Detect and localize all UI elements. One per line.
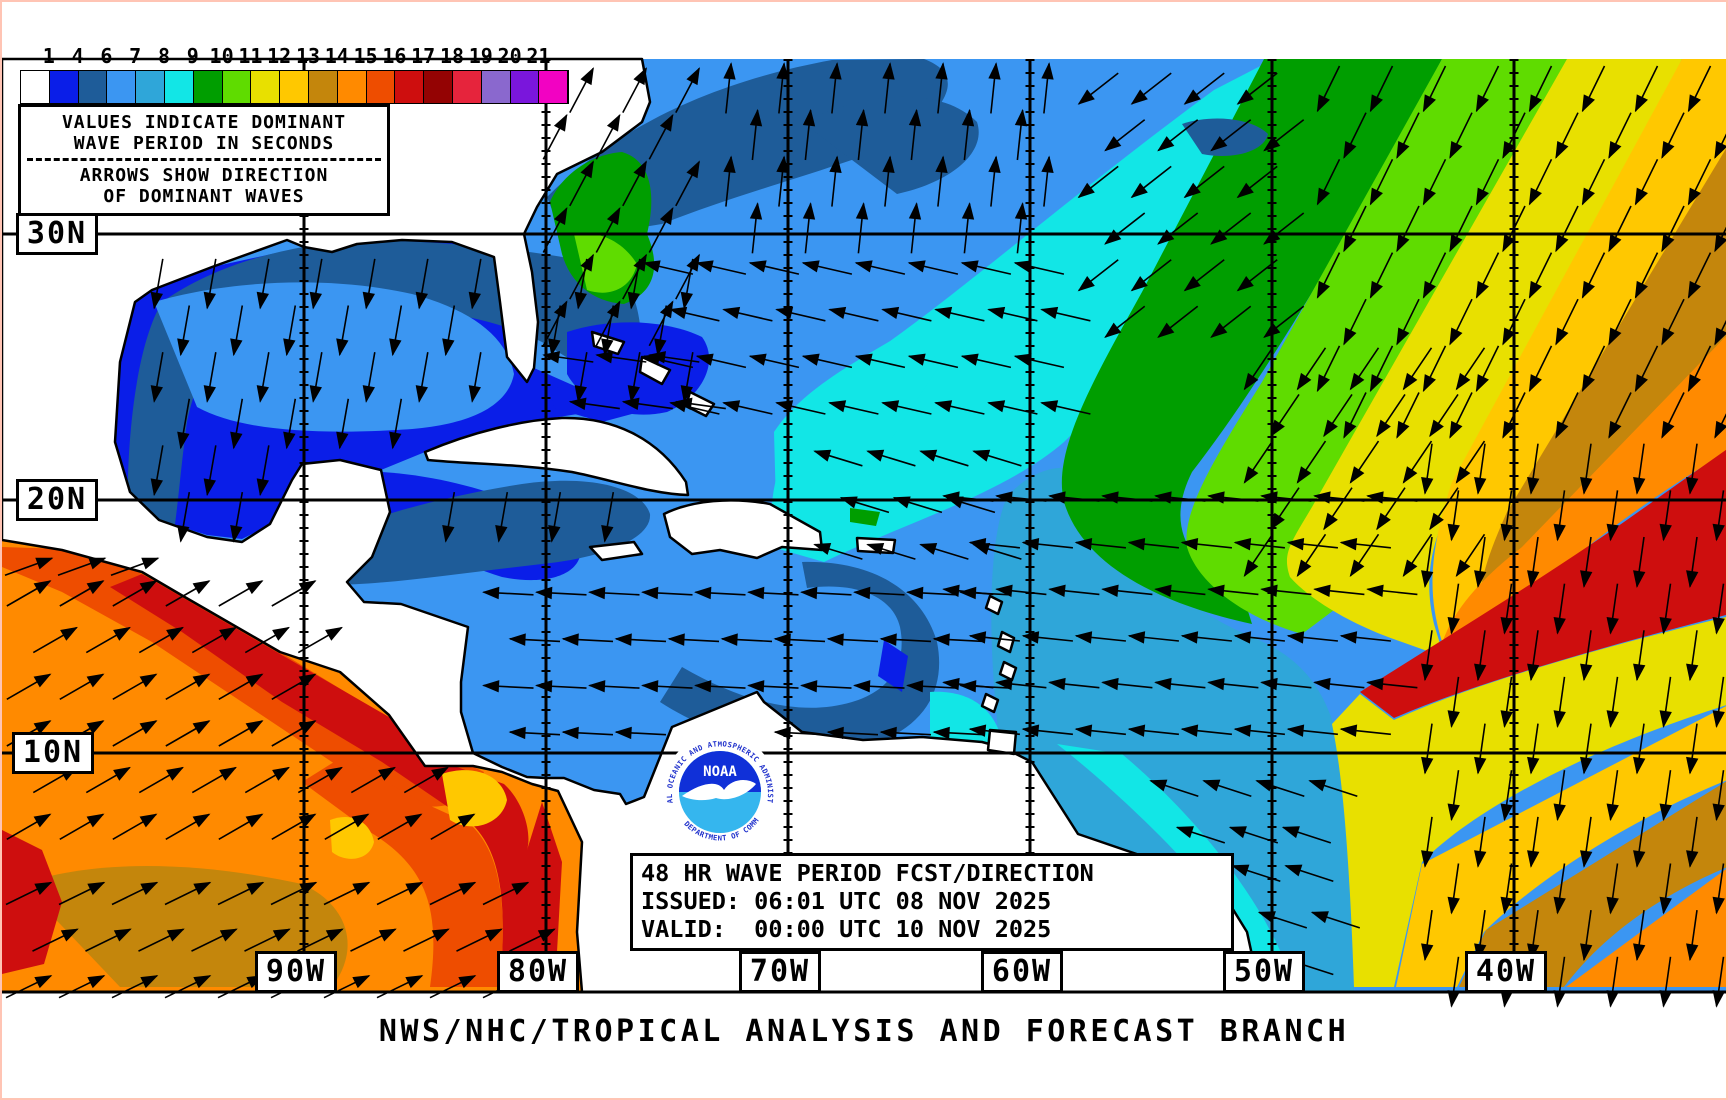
land-hispaniola <box>662 499 824 560</box>
region-pacific-orangered-south <box>302 757 503 987</box>
colorbar-label: 17 <box>411 44 436 68</box>
wave-direction-arrows <box>4 62 1726 1008</box>
forecast-issued: ISSUED: 06:01 UTC 08 NOV 2025 <box>641 887 1052 915</box>
branch-caption: NWS/NHC/TROPICAL ANALYSIS AND FORECAST B… <box>378 1014 1350 1049</box>
legend-line-1: VALUES INDICATE DOMINANT <box>61 112 347 133</box>
colorbar-cell-darkred <box>424 71 453 103</box>
colorbar-label: 9 <box>186 44 199 68</box>
colorbar-cell-darksteel <box>78 71 108 103</box>
region-pacific-gold-blob2 <box>442 770 507 827</box>
region-bermuda-darksteel <box>1182 118 1268 156</box>
land-north-central-south-america <box>2 57 1262 994</box>
region-band-ochre <box>1478 148 1726 650</box>
longitude-label-80W: 80W <box>497 951 579 993</box>
legend-box: VALUES INDICATE DOMINANT WAVE PERIOD IN … <box>18 104 390 216</box>
legend-line-2: WAVE PERIOD IN SECONDS <box>73 133 335 154</box>
region-band-green <box>1061 59 1442 624</box>
forecast-valid: VALID: 00:00 UTC 10 NOV 2025 <box>641 915 1052 943</box>
colorbar-cell-purple <box>481 71 511 103</box>
latitude-label-10N: 10N <box>12 732 94 774</box>
region-pr-green-fleck <box>850 508 880 526</box>
region-pacific-gold-blob1 <box>330 816 374 859</box>
colorbar-label: 14 <box>324 44 349 68</box>
legend-divider <box>27 158 381 161</box>
colorbar-label: 16 <box>382 44 407 68</box>
region-coastal-chartreuse <box>574 233 637 293</box>
colorbar-label: 11 <box>238 44 263 68</box>
colorbar-label: 18 <box>439 44 465 68</box>
land-cuba <box>423 416 690 497</box>
land-jamaica <box>588 540 644 562</box>
colorbar-cell-orangered <box>366 71 396 103</box>
latitude-label-20N: 20N <box>16 479 98 521</box>
noaa-logo-wordmark: NOAA <box>703 764 737 780</box>
colorbar-label: 21 <box>526 44 551 68</box>
region-band-yellow <box>1286 59 1682 657</box>
colorbar-cell-orange <box>337 71 367 103</box>
forecast-info-box: 48 HR WAVE PERIOD FCST/DIRECTION ISSUED:… <box>630 853 1234 951</box>
region-band-chartreuse <box>1186 59 1567 634</box>
colorbar-label: 6 <box>100 44 113 68</box>
region-gulf-medblue-patch <box>154 282 514 432</box>
colorbar-cell-green <box>193 71 223 103</box>
colorbar-labels: 1 4 6 7 8 9 10 11 12 13 14 15 16 17 18 19 20 21 <box>2 44 702 68</box>
noaa-logo: NATIONAL OCEANIC AND ATMOSPHERIC ADMINIS… <box>662 734 778 850</box>
land-antilles-1 <box>984 594 1004 616</box>
region-red-arc <box>1360 449 1726 718</box>
region-straits-royal <box>550 387 647 422</box>
colorbar-label: 10 <box>209 44 234 68</box>
colorbar-label: 13 <box>295 44 321 68</box>
colorbar-label: 20 <box>497 44 522 68</box>
colorbar-cell-royal <box>49 71 79 103</box>
region-scuba-darksteel <box>294 480 651 585</box>
colorbar-label: 12 <box>267 44 292 68</box>
region-yellow-below-red <box>1332 616 1726 987</box>
region-antilles-royal-fleck <box>878 640 908 692</box>
land-bahamas-2 <box>638 355 672 386</box>
latitude-label-30N: 30N <box>16 213 98 255</box>
longitude-label-90W: 90W <box>255 951 337 993</box>
land-antilles-4 <box>980 692 1000 714</box>
land-antilles-2 <box>996 630 1016 654</box>
forecast-title: 48 HR WAVE PERIOD FCST/DIRECTION <box>641 859 1094 887</box>
region-sargasso-darksteel <box>802 96 979 194</box>
colorbar-label: 1 <box>42 44 55 68</box>
longitude-label-50W: 50W <box>1223 951 1305 993</box>
colorbar-cell-violet <box>510 71 540 103</box>
region-band-gold <box>1432 59 1726 654</box>
region-orange-corner-southeast <box>1566 868 1726 987</box>
colorbar-label: 4 <box>71 44 84 68</box>
colorbar-label: 19 <box>468 44 493 68</box>
colorbar-cell-medblue <box>107 71 137 103</box>
legend-line-4: OF DOMINANT WAVES <box>103 186 305 207</box>
colorbar-cell-tealblue <box>136 71 165 103</box>
region-ochre-southeast <box>1459 781 1726 987</box>
colorbar-cell-yellow <box>251 71 281 103</box>
longitude-label-70W: 70W <box>739 951 821 993</box>
noaa-gull-icon <box>682 780 756 801</box>
colorbar-cell-ochre <box>308 71 338 103</box>
colorbar <box>20 70 570 104</box>
colorbar-label: 15 <box>353 44 378 68</box>
colorbar-cell-gold <box>280 71 309 103</box>
colorbar-label: 8 <box>157 44 171 68</box>
colorbar-cell-white <box>21 71 50 103</box>
colorbar-cell-cyan <box>164 71 194 103</box>
longitude-label-60W: 60W <box>981 951 1063 993</box>
region-pacific-red-west-blob <box>2 830 62 974</box>
colorbar-label: 7 <box>129 44 142 68</box>
landmasses <box>2 57 1262 994</box>
colorbar-cell-brightred <box>452 71 482 103</box>
region-gold-southeast <box>1396 706 1726 987</box>
region-cyan-tongue <box>774 334 942 558</box>
legend-line-3: ARROWS SHOW DIRECTION <box>79 165 329 186</box>
colorbar-cell-red <box>395 71 425 103</box>
longitude-label-40W: 40W <box>1465 951 1547 993</box>
colorbar-cell-magenta <box>539 71 569 103</box>
colorbar-cell-chartreuse <box>222 71 252 103</box>
